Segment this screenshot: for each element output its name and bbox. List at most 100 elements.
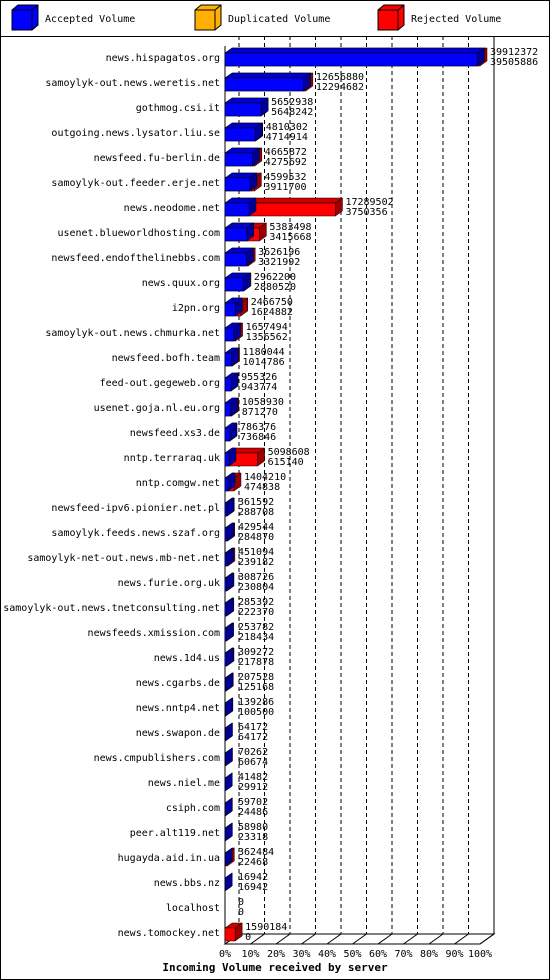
row-label: news.hispagatos.org [106, 53, 220, 64]
row-label: news.cmpublishers.com [94, 753, 220, 764]
x-tick-label: 40% [318, 949, 336, 960]
x-tick-label: 90% [445, 949, 463, 960]
x-tick-label: 70% [394, 949, 412, 960]
value-label: 736846 [240, 432, 276, 443]
value-label: 230804 [238, 582, 274, 593]
row-label: newsfeed.fu-berlin.de [94, 153, 220, 164]
tick-mark [275, 933, 291, 945]
row-label: news.tomockey.net [118, 928, 220, 939]
tick-mark [403, 933, 418, 945]
bar-accepted-top [224, 72, 312, 79]
value-label: 2962200 [254, 272, 296, 283]
value-label: 16942 [238, 882, 268, 893]
bar-accepted [224, 452, 230, 467]
value-label: 955326 [241, 372, 277, 383]
value-label: 16942 [238, 872, 268, 883]
value-label: 222370 [238, 607, 274, 618]
bar-accepted [224, 502, 228, 517]
bar-accepted [224, 552, 227, 567]
row-label: hugayda.aid.in.ua [118, 853, 220, 864]
value-label: 207528 [238, 672, 274, 683]
value-label: 70262 [238, 747, 268, 758]
value-label: 786376 [240, 422, 276, 433]
value-label: 5383498 [269, 222, 311, 233]
bar-accepted [224, 527, 228, 542]
value-label: 41482 [238, 772, 268, 783]
row-label: nntp.terraraq.uk [124, 453, 220, 464]
value-label: 1014786 [243, 357, 285, 368]
bar-accepted [224, 652, 227, 667]
bar-accepted [224, 377, 232, 392]
legend-label: Duplicated Volume [228, 14, 330, 25]
legend-label: Accepted Volume [45, 14, 135, 25]
x-tick-label: 30% [292, 949, 310, 960]
value-label: 1624882 [251, 307, 293, 318]
x-tick-label: 10% [241, 949, 259, 960]
tick-mark [250, 933, 265, 945]
value-label: 4275692 [265, 157, 307, 168]
row-label: usenet.blueworldhosting.com [57, 228, 220, 239]
x-tick-label: 20% [267, 949, 285, 960]
row-label: samoylyk-out.news.weretis.net [45, 78, 220, 89]
row-label: newsfeed-ipv6.pionier.net.pl [51, 503, 220, 514]
value-label: 4714914 [266, 132, 308, 143]
value-label: 1657494 [246, 322, 288, 333]
row-label: news.1d4.us [154, 653, 220, 664]
bar-accepted-top [224, 97, 269, 104]
legend-label: Rejected Volume [411, 14, 501, 25]
bar-accepted [224, 577, 227, 592]
row-label: newsfeeds.xmission.com [88, 628, 220, 639]
row-label: news.niel.me [148, 778, 220, 789]
value-label: 429544 [238, 522, 274, 533]
row-label: i2pn.org [172, 303, 220, 314]
row-label: samoylyk-out.news.tnetconsulting.net [3, 603, 220, 614]
bar-accepted [224, 177, 251, 192]
value-label: 29912 [238, 782, 268, 793]
value-label: 5648242 [271, 107, 313, 118]
tick-mark [479, 933, 495, 945]
row-label: news.neodome.net [124, 203, 220, 214]
bar-accepted [224, 477, 229, 492]
value-label: 218434 [238, 632, 274, 643]
value-label: 2880520 [254, 282, 296, 293]
row-label: newsfeed.endofthelinebbs.com [51, 253, 220, 264]
bar-accepted [224, 402, 231, 417]
value-label: 309272 [238, 647, 274, 658]
bar-accepted [224, 127, 256, 142]
row-label: samoylyk-out.news.chmurka.net [45, 328, 220, 339]
value-label: 39912372 [490, 47, 538, 58]
value-label: 0 [245, 932, 251, 943]
bar-accepted [224, 677, 227, 692]
tick-mark [301, 933, 316, 945]
value-label: 5652938 [271, 97, 313, 108]
value-label: 59702 [238, 797, 268, 808]
value-label: 253782 [238, 622, 274, 633]
x-tick-label: 60% [369, 949, 387, 960]
value-label: 12294682 [316, 82, 364, 93]
value-label: 22468 [238, 857, 268, 868]
row-label: samoylyk.feeds.news.szaf.org [51, 528, 220, 539]
value-label: 64172 [238, 722, 268, 733]
value-label: 615140 [268, 457, 304, 468]
value-label: 308726 [238, 572, 274, 583]
bar-accepted [224, 227, 248, 242]
value-label: 1590184 [245, 922, 287, 933]
row-label: news.furie.org.uk [118, 578, 220, 589]
value-label: 285392 [238, 597, 274, 608]
bar-accepted [224, 102, 262, 117]
bar-total [224, 927, 236, 942]
row-label: csiph.com [166, 803, 220, 814]
value-label: 4810302 [266, 122, 308, 133]
value-label: 2466750 [251, 297, 293, 308]
row-label: nntp.comgw.net [136, 478, 220, 489]
bar-accepted [224, 602, 227, 617]
row-label: news.quux.org [142, 278, 220, 289]
row-label: outgoing.news.lysator.liu.se [51, 128, 220, 139]
value-label: 24486 [238, 807, 268, 818]
value-label: 3626196 [258, 247, 300, 258]
tick-mark [428, 933, 444, 945]
value-label: 60674 [238, 757, 268, 768]
value-label: 12656880 [316, 72, 364, 83]
